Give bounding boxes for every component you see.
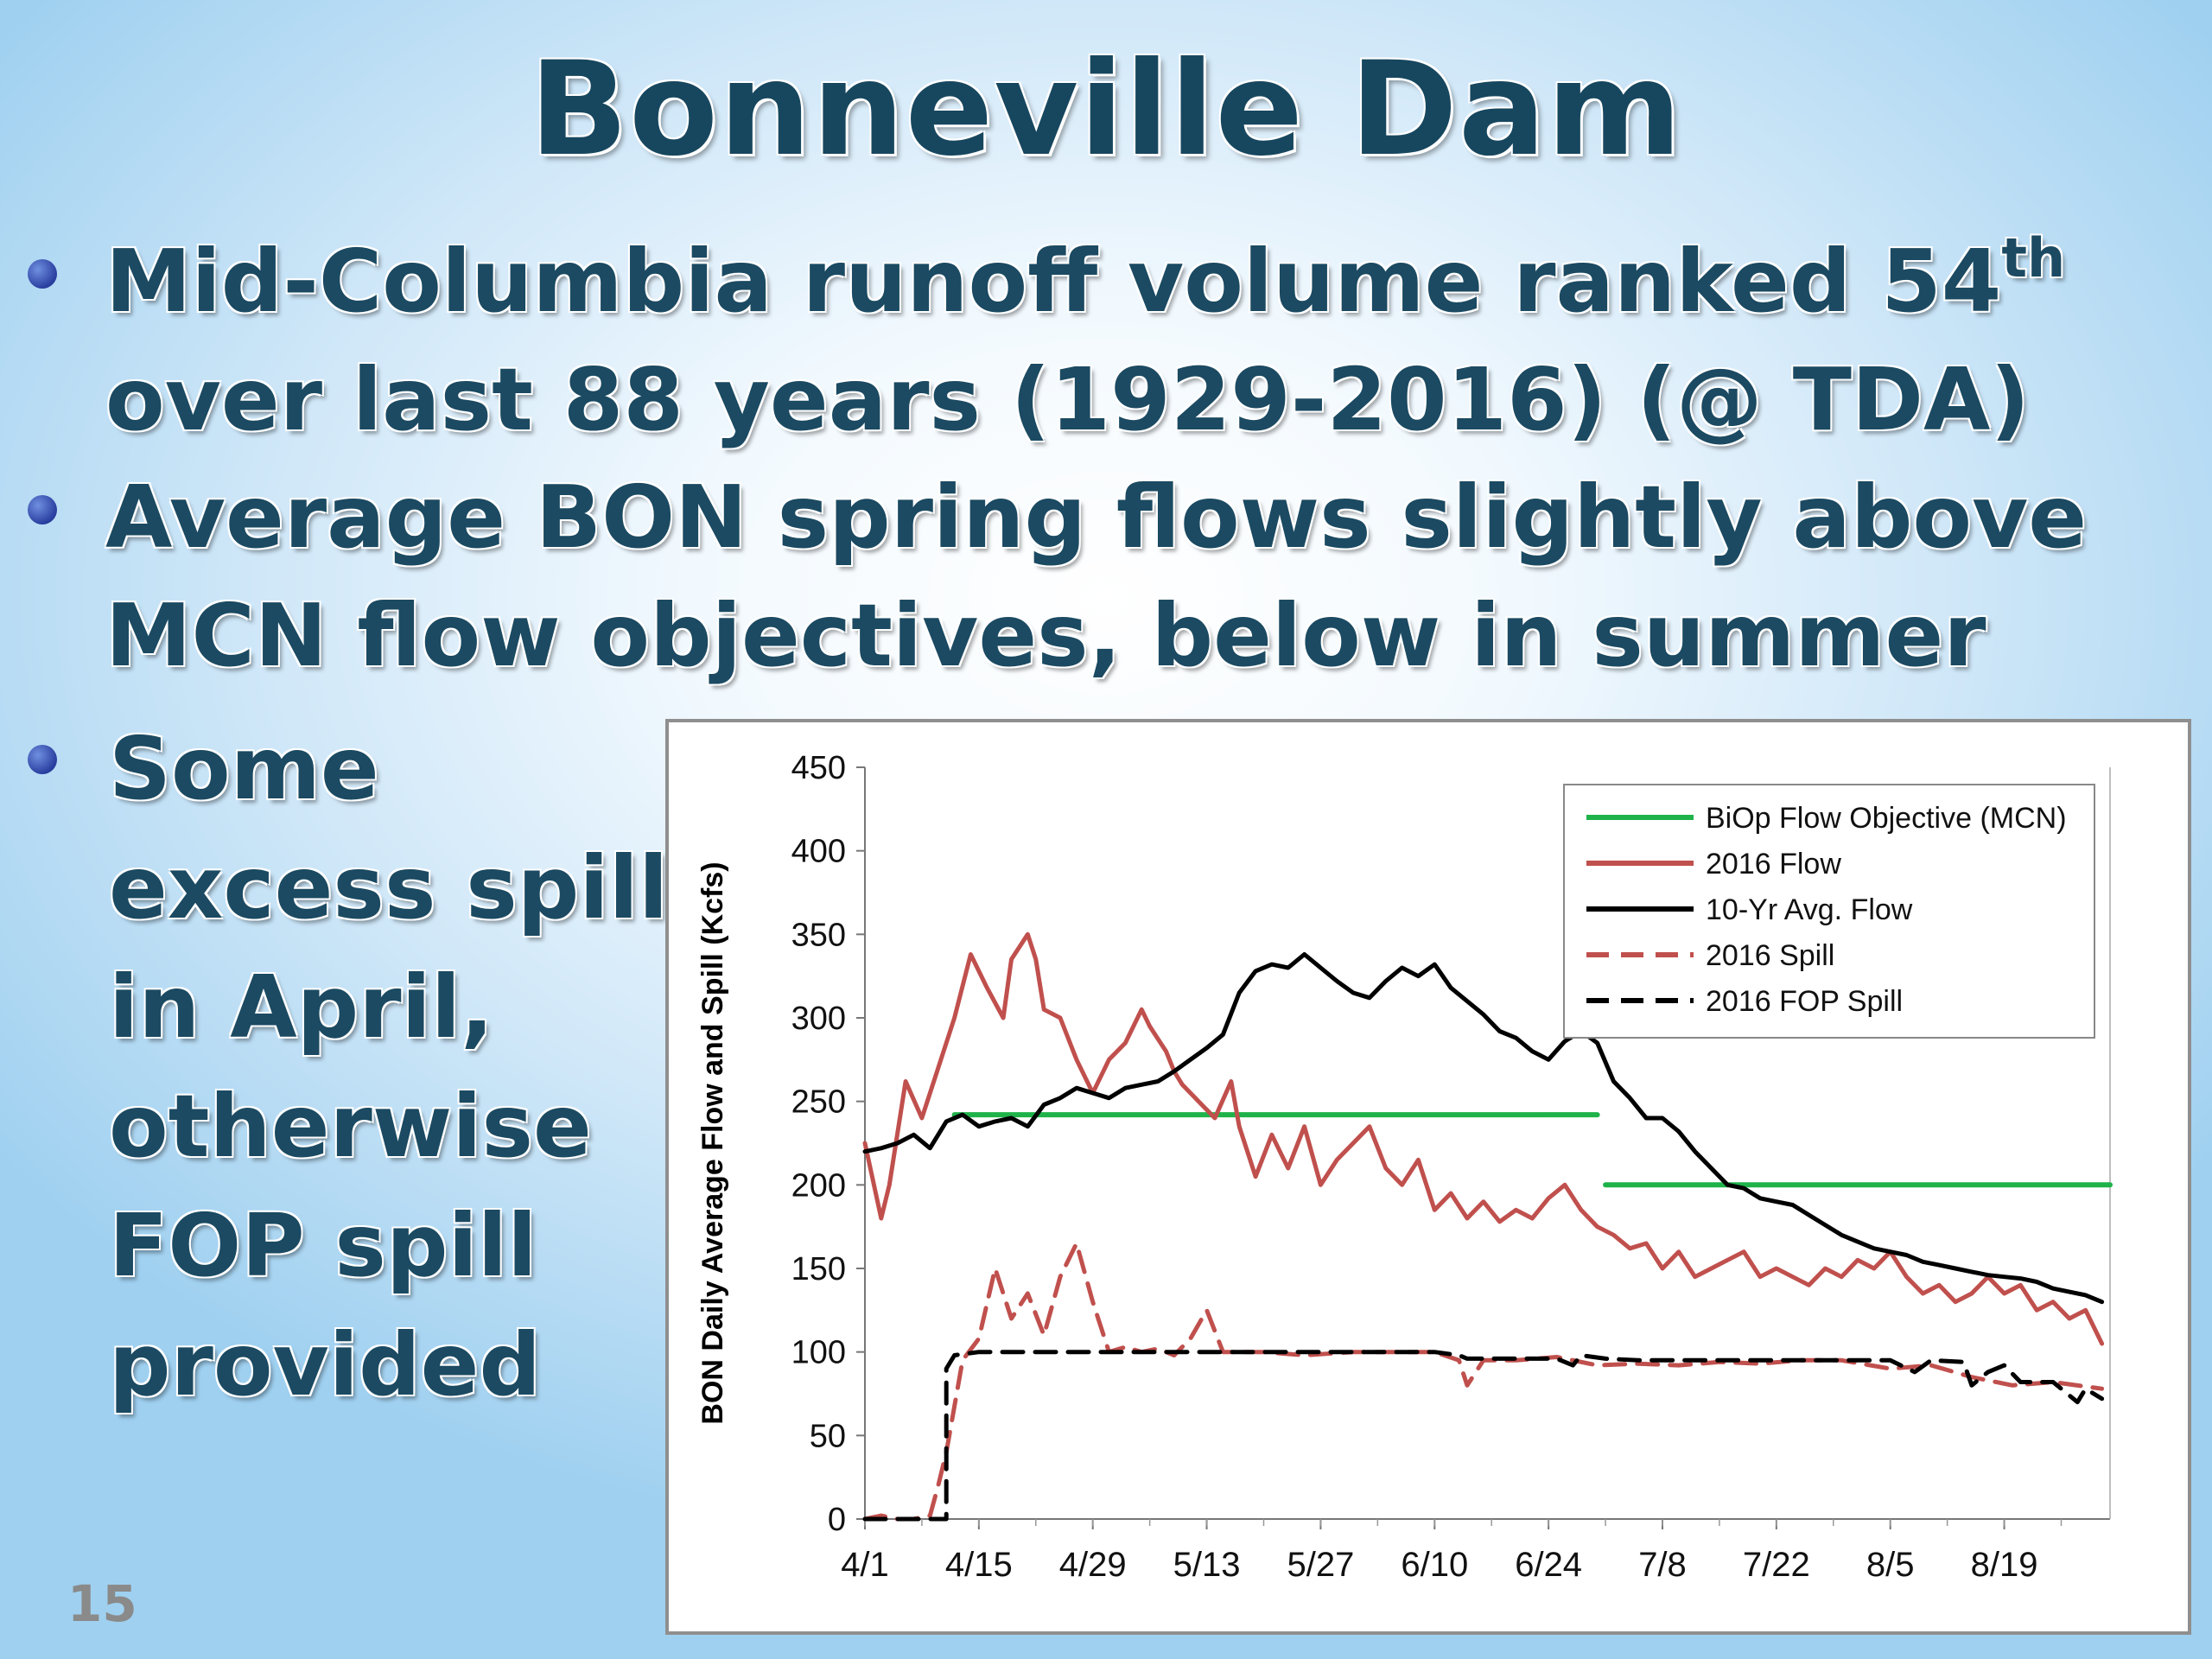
x-tick-label: 8/19 bbox=[1971, 1546, 2038, 1584]
series-line-3 bbox=[862, 952, 2105, 1305]
x-tick-label: 4/1 bbox=[841, 1546, 889, 1584]
y-tick-label: 250 bbox=[791, 1084, 846, 1121]
legend-label: BiOp Flow Objective (MCN) bbox=[1706, 802, 2067, 835]
slide-number: 15 bbox=[67, 1574, 137, 1633]
x-tick-label: 4/29 bbox=[1059, 1546, 1127, 1584]
y-tick-label: 450 bbox=[791, 750, 846, 786]
legend-label: 2016 FOP Spill bbox=[1706, 985, 1903, 1018]
y-tick-label: 200 bbox=[791, 1167, 846, 1204]
x-tick-label: 7/8 bbox=[1638, 1546, 1687, 1584]
bullet-3-line-6: provided bbox=[109, 1314, 542, 1415]
bullet-2-line-1: Average BON spring flows slightly above bbox=[105, 467, 2088, 568]
flow-spill-chart: 0 50 100 150 200 250 300 350 400 450 4/1 4/15 4/29 5/… bbox=[696, 750, 2113, 1584]
x-tick-label: 6/10 bbox=[1401, 1546, 1468, 1584]
y-tick-label: 400 bbox=[791, 834, 846, 870]
x-tick-label: 6/24 bbox=[1515, 1546, 1582, 1584]
y-tick-label: 0 bbox=[828, 1502, 846, 1538]
x-tick-label: 8/5 bbox=[1866, 1546, 1915, 1584]
x-tick-label: 4/15 bbox=[945, 1546, 1013, 1584]
x-tick-label: 5/27 bbox=[1287, 1546, 1354, 1584]
series-line-4 bbox=[862, 1241, 2105, 1522]
bullet-3-line-5: FOP spill bbox=[109, 1195, 537, 1296]
slide-title: Bonneville Dam bbox=[529, 35, 1683, 185]
legend-label: 2016 Spill bbox=[1706, 939, 1834, 972]
series-line-2 bbox=[862, 931, 2105, 1346]
chart-frame: 0 50 100 150 200 250 300 350 400 450 4/1 4/15 4/29 5/… bbox=[665, 719, 2191, 1635]
bullet-1-line-2: over last 88 years (1929-2016) (@ TDA) bbox=[105, 349, 2031, 450]
x-tick-label: 7/22 bbox=[1743, 1546, 1810, 1584]
bullet-dot-icon bbox=[28, 495, 57, 524]
legend-label: 2016 Flow bbox=[1706, 848, 1841, 880]
bullet-3-line-4: otherwise bbox=[109, 1076, 592, 1177]
bullet-dot-icon bbox=[28, 745, 57, 774]
bullet-3-line-1: Some bbox=[109, 718, 379, 819]
legend-label: 10-Yr Avg. Flow bbox=[1706, 893, 1913, 926]
y-tick-label: 150 bbox=[791, 1251, 846, 1287]
bullet-1-superscript: th bbox=[2001, 226, 2066, 289]
x-tick-label: 5/13 bbox=[1173, 1546, 1241, 1584]
y-tick-label: 100 bbox=[791, 1335, 846, 1371]
bullet-dot-icon bbox=[28, 259, 57, 289]
y-tick-label: 350 bbox=[791, 917, 846, 953]
y-tick-label: 50 bbox=[810, 1418, 846, 1454]
bullet-3-line-3: in April, bbox=[109, 957, 494, 1058]
bullet-3-line-2: excess spill bbox=[109, 837, 669, 938]
y-axis-label: BON Daily Average Flow and Spill (Kcfs) bbox=[696, 861, 729, 1424]
bullet-2-line-2: MCN flow objectives, below in summer bbox=[105, 585, 1986, 686]
series-line-5 bbox=[862, 1350, 2105, 1522]
y-tick-label: 300 bbox=[791, 1001, 846, 1037]
bullet-1-line-1: Mid-Columbia runoff volume ranked 54th bbox=[105, 226, 2066, 332]
